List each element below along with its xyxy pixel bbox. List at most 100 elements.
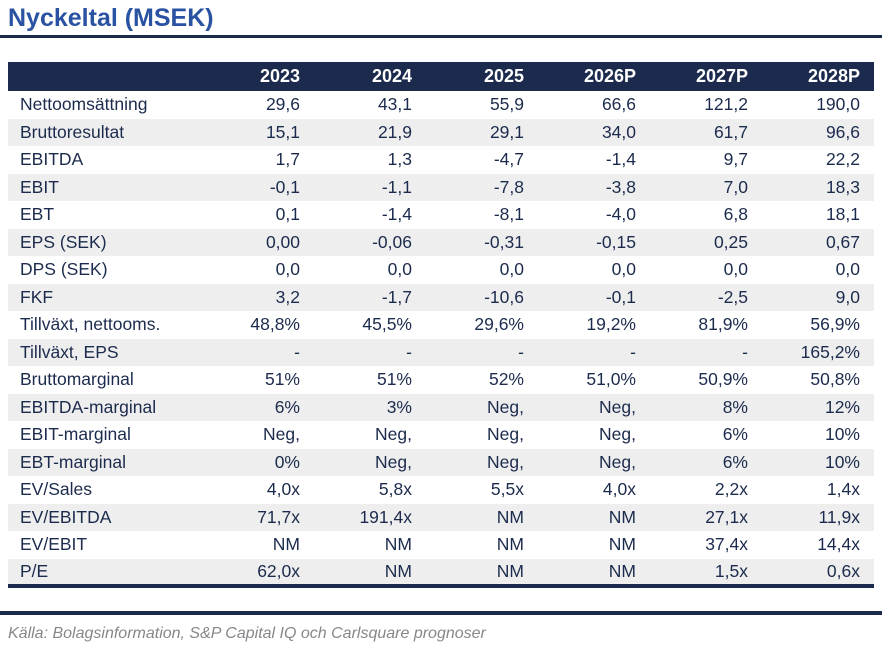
cell-value: 81,9% [698,314,748,335]
cell-value: - [294,341,300,362]
cell-value: 34,0 [601,121,636,142]
cell-value: -1,4 [605,149,636,170]
row-label: P/E [20,560,49,581]
cell-value: NM [384,534,412,555]
table-row: EV/EBITDA 71,7x 191,4x NM NM 27,1x 11,9x [8,503,874,531]
cell-value: NM [496,506,524,527]
row-label: Bruttomarginal [20,369,134,390]
cell-value: 66,6 [601,94,636,115]
table-row: Tillväxt, EPS - - - - - 165,2% [8,338,874,366]
header-cell-year: 2026P [538,62,650,91]
cell-value: 4,0x [602,479,636,500]
row-label: EV/EBIT [20,534,88,555]
header-cell-year: 2025 [426,62,538,91]
cell-value: -4,7 [493,149,524,170]
cell-value: 7,0 [723,176,748,197]
table-row: EBT 0,1 -1,4 -8,1 -4,0 6,8 18,1 [8,201,874,229]
source-note: Källa: Bolagsinformation, S&P Capital IQ… [8,625,486,642]
cell-value: 51% [376,369,412,390]
cell-value: 9,0 [835,286,860,307]
cell-value: 55,9 [489,94,524,115]
cell-value: 0,0 [835,259,860,280]
header-cell-year: 2024 [314,62,426,91]
table-row: Bruttomarginal 51% 51% 52% 51,0% 50,9% 5… [8,366,874,394]
cell-value: 52% [488,369,524,390]
row-label: Nettoomsättning [20,94,148,115]
cell-value: 6% [722,424,748,445]
cell-value: 56,9% [810,314,860,335]
cell-value: -0,15 [596,231,636,252]
header-cell-year: 2027P [650,62,762,91]
cell-value: NM [496,560,524,581]
cell-value: -4,0 [605,204,636,225]
cell-value: 6% [722,451,748,472]
cell-value: 14,4x [817,534,860,555]
cell-value: 3% [386,396,412,417]
cell-value: 9,7 [723,149,748,170]
cell-value: 6,8 [723,204,748,225]
cell-value: Neg, [599,396,636,417]
table-row: EBIT -0,1 -1,1 -7,8 -3,8 7,0 18,3 [8,173,874,201]
cell-value: Neg, [487,424,524,445]
cell-value: - [518,341,524,362]
cell-value: 3,2 [275,286,300,307]
cell-value: 8% [722,396,748,417]
cell-value: 0,0 [723,259,748,280]
cell-value: 29,1 [489,121,524,142]
table-row: Bruttoresultat 15,1 21,9 29,1 34,0 61,7 … [8,118,874,146]
cell-value: NM [608,560,636,581]
cell-value: 0,0 [387,259,412,280]
row-label: EPS (SEK) [20,231,107,252]
cell-value: 1,4x [826,479,860,500]
page-title: Nyckeltal (MSEK) [8,4,214,32]
cell-value: 11,9x [818,506,860,527]
row-label: FKF [20,286,54,307]
cell-value: 1,5x [714,560,748,581]
cell-value: 1,7 [275,149,300,170]
cell-value: 12% [824,396,860,417]
cell-value: 0,6x [826,560,860,581]
cell-value: 0,00 [265,231,300,252]
header-cell-empty [8,62,202,91]
cell-value: -0,1 [605,286,636,307]
cell-value: 43,1 [377,94,412,115]
cell-value: NM [496,534,524,555]
cell-value: Neg, [263,424,300,445]
table-header-row: 2023 2024 2025 2026P 2027P 2028P [8,62,874,91]
cell-value: 2,2x [714,479,748,500]
cell-value: Neg, [375,424,412,445]
cell-value: -1,1 [381,176,412,197]
cell-value: 18,1 [825,204,860,225]
cell-value: 71,7x [257,506,300,527]
table-row: FKF 3,2 -1,7 -10,6 -0,1 -2,5 9,0 [8,283,874,311]
cell-value: 121,2 [704,94,748,115]
cell-value: Neg, [599,424,636,445]
row-label: Tillväxt, EPS [20,341,119,362]
cell-value: 10% [824,451,860,472]
key-figures-table: 2023 2024 2025 2026P 2027P 2028P Nettoom… [8,62,874,588]
cell-value: -7,8 [493,176,524,197]
cell-value: 62,0x [257,560,300,581]
cell-value: -0,1 [269,176,300,197]
table-row: DPS (SEK) 0,0 0,0 0,0 0,0 0,0 0,0 [8,256,874,284]
table-row: Nettoomsättning 29,6 43,1 55,9 66,6 121,… [8,91,874,119]
cell-value: 48,8% [250,314,300,335]
cell-value: 0% [274,451,300,472]
row-label: EBITDA [20,149,84,170]
cell-value: - [630,341,636,362]
row-label: EBITDA-marginal [20,396,157,417]
cell-value: 165,2% [800,341,860,362]
cell-value: 29,6% [474,314,524,335]
row-label: EBT-marginal [20,451,127,472]
cell-value: 22,2 [825,149,860,170]
table-row: EBITDA 1,7 1,3 -4,7 -1,4 9,7 22,2 [8,146,874,174]
cell-value: 15,1 [265,121,300,142]
cell-value: 0,25 [713,231,748,252]
cell-value: 50,8% [810,369,860,390]
row-label: EBIT-marginal [20,424,131,445]
bottom-divider [0,611,882,615]
table-row: EV/EBIT NM NM NM NM 37,4x 14,4x [8,531,874,559]
cell-value: NM [608,506,636,527]
table-row: P/E 62,0x NM NM NM 1,5x 0,6x [8,558,874,586]
cell-value: Neg, [487,396,524,417]
